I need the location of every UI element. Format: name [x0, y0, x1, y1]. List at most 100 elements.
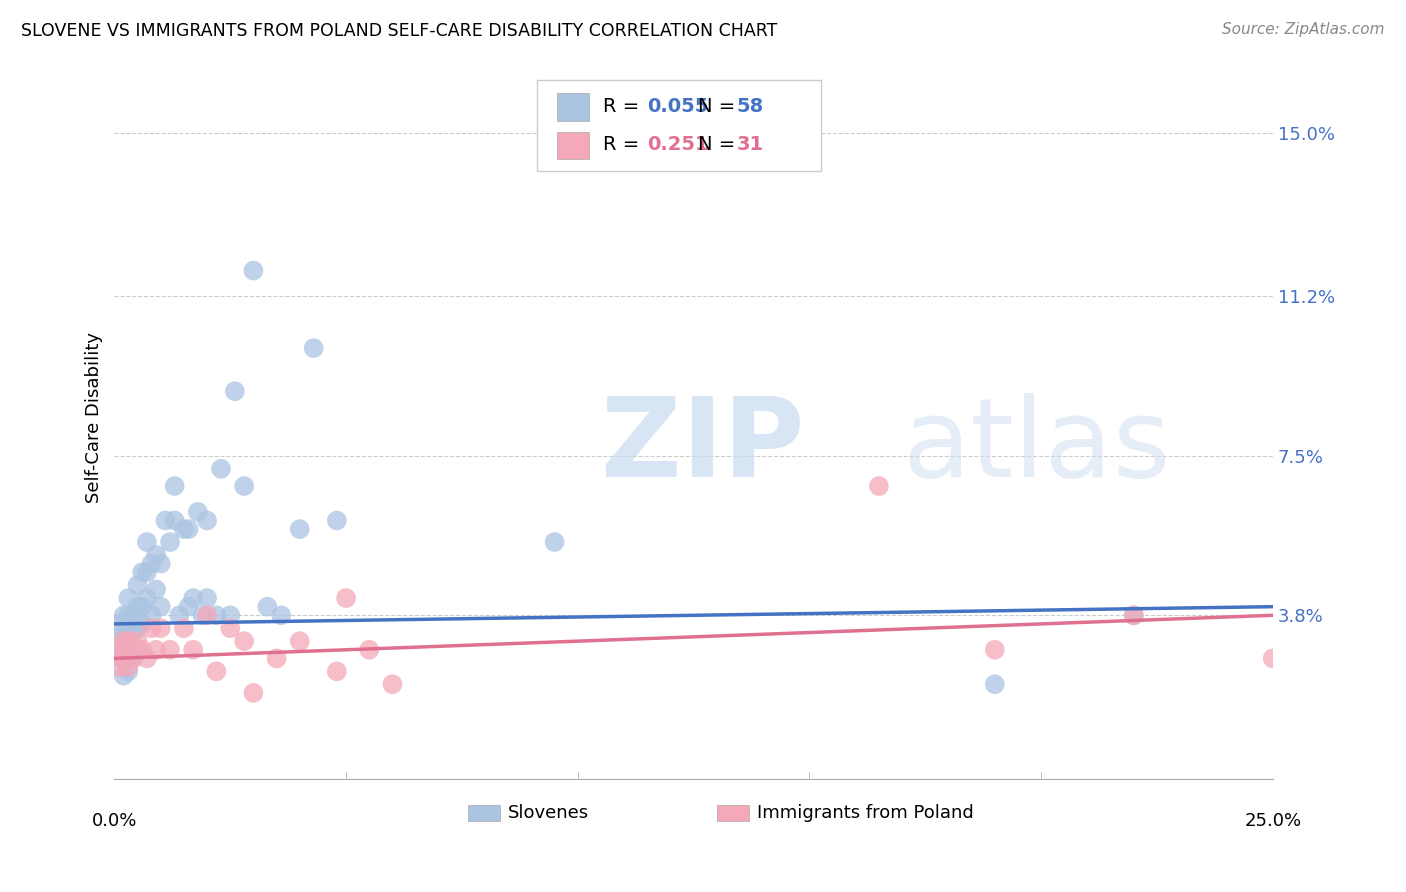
- Point: [145, 582, 167, 597]
- Point: [1122, 608, 1144, 623]
- Point: [169, 608, 191, 623]
- Point: [149, 599, 172, 614]
- Point: [131, 642, 153, 657]
- Point: [112, 625, 135, 640]
- Text: ZIP: ZIP: [600, 392, 804, 500]
- Point: [173, 522, 195, 536]
- Point: [127, 599, 149, 614]
- Text: R =: R =: [603, 136, 640, 154]
- Text: 58: 58: [737, 97, 763, 116]
- Point: [381, 677, 404, 691]
- Text: atlas: atlas: [903, 392, 1171, 500]
- Point: [131, 565, 153, 579]
- Text: 0.251: 0.251: [647, 136, 709, 154]
- Point: [112, 642, 135, 657]
- FancyBboxPatch shape: [717, 805, 749, 821]
- Point: [135, 651, 157, 665]
- Text: N =: N =: [699, 97, 735, 116]
- Point: [1261, 651, 1284, 665]
- Point: [205, 608, 228, 623]
- Point: [127, 621, 149, 635]
- Point: [127, 578, 149, 592]
- Point: [205, 665, 228, 679]
- Point: [270, 608, 292, 623]
- FancyBboxPatch shape: [537, 80, 821, 171]
- FancyBboxPatch shape: [557, 131, 589, 159]
- Point: [195, 591, 218, 605]
- Point: [288, 634, 311, 648]
- Point: [141, 557, 163, 571]
- Point: [984, 677, 1007, 691]
- Point: [117, 665, 139, 679]
- Point: [131, 616, 153, 631]
- Text: 0.0%: 0.0%: [91, 812, 138, 830]
- Point: [195, 608, 218, 623]
- Point: [145, 642, 167, 657]
- Point: [149, 557, 172, 571]
- Point: [288, 522, 311, 536]
- Point: [141, 621, 163, 635]
- Text: R =: R =: [603, 97, 640, 116]
- Point: [108, 642, 131, 657]
- Point: [135, 591, 157, 605]
- Point: [163, 514, 186, 528]
- Point: [181, 591, 204, 605]
- Text: Immigrants from Poland: Immigrants from Poland: [758, 804, 974, 822]
- Point: [108, 616, 131, 631]
- Point: [131, 599, 153, 614]
- Point: [112, 608, 135, 623]
- Point: [984, 642, 1007, 657]
- Point: [219, 608, 242, 623]
- Point: [256, 599, 278, 614]
- Point: [209, 462, 232, 476]
- FancyBboxPatch shape: [468, 805, 501, 821]
- Point: [117, 591, 139, 605]
- Point: [122, 608, 145, 623]
- Point: [112, 634, 135, 648]
- Point: [155, 514, 177, 528]
- Point: [135, 535, 157, 549]
- Point: [117, 608, 139, 623]
- FancyBboxPatch shape: [557, 94, 589, 120]
- Point: [122, 625, 145, 640]
- Point: [177, 599, 200, 614]
- Point: [187, 505, 209, 519]
- Point: [163, 479, 186, 493]
- Point: [326, 665, 349, 679]
- Point: [112, 651, 135, 665]
- Text: SLOVENE VS IMMIGRANTS FROM POLAND SELF-CARE DISABILITY CORRELATION CHART: SLOVENE VS IMMIGRANTS FROM POLAND SELF-C…: [21, 22, 778, 40]
- Text: N =: N =: [699, 136, 735, 154]
- Text: 25.0%: 25.0%: [1244, 812, 1302, 830]
- Point: [108, 634, 131, 648]
- Point: [242, 686, 264, 700]
- Point: [335, 591, 357, 605]
- Point: [159, 642, 181, 657]
- Point: [122, 651, 145, 665]
- Text: 31: 31: [737, 136, 763, 154]
- Point: [141, 608, 163, 623]
- Point: [135, 565, 157, 579]
- Point: [242, 263, 264, 277]
- Point: [117, 625, 139, 640]
- Point: [543, 535, 565, 549]
- Point: [195, 514, 218, 528]
- Point: [108, 651, 131, 665]
- Point: [224, 384, 246, 399]
- Point: [219, 621, 242, 635]
- Point: [112, 668, 135, 682]
- Point: [127, 642, 149, 657]
- Point: [1122, 608, 1144, 623]
- Point: [233, 634, 256, 648]
- Text: 0.055: 0.055: [647, 97, 709, 116]
- Point: [326, 514, 349, 528]
- Point: [145, 548, 167, 562]
- Point: [127, 634, 149, 648]
- Point: [117, 642, 139, 657]
- Point: [359, 642, 381, 657]
- Text: Slovenes: Slovenes: [508, 804, 589, 822]
- Point: [266, 651, 288, 665]
- Point: [149, 621, 172, 635]
- Y-axis label: Self-Care Disability: Self-Care Disability: [86, 332, 103, 502]
- Point: [173, 621, 195, 635]
- Point: [233, 479, 256, 493]
